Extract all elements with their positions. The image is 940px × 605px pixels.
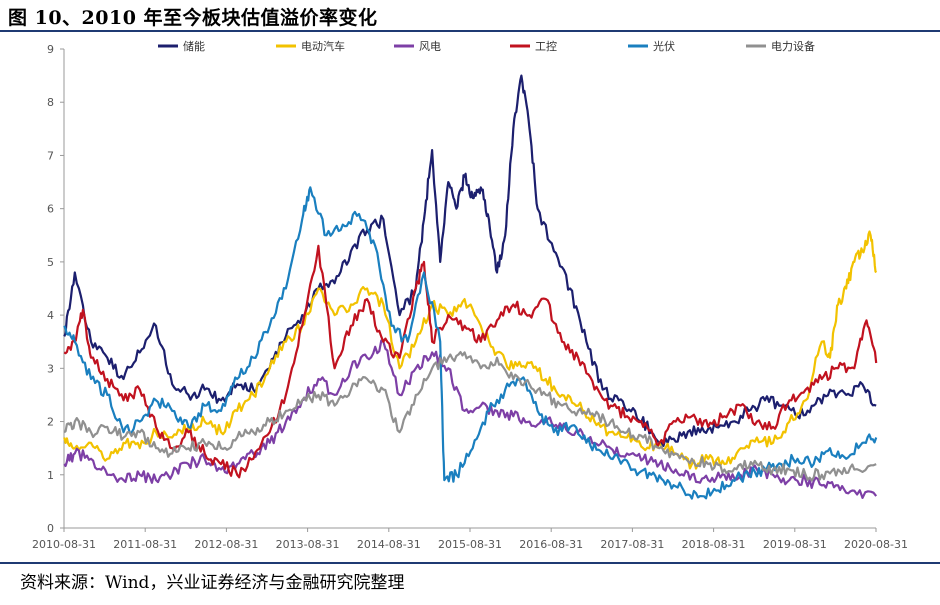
x-tick-label: 2018-08-31 [682, 538, 746, 551]
y-tick-label: 3 [47, 362, 54, 375]
y-tick-label: 8 [47, 96, 54, 109]
y-tick-label: 0 [47, 522, 54, 535]
y-tick-label: 5 [47, 256, 54, 269]
y-tick-label: 2 [47, 416, 54, 429]
figure-title: 图 10、2010 年至今板块估值溢价率变化 [8, 7, 378, 29]
y-tick-label: 4 [47, 309, 54, 322]
y-tick-label: 7 [47, 149, 54, 162]
chart-axes: 0 1 2 3 4 5 6 7 8 9 2010-08-31 2011-08-31 2012-08-31… [32, 43, 908, 551]
legend-label-3: 工控 [535, 39, 557, 53]
legend-label-5: 电力设备 [771, 39, 815, 53]
x-tick-label: 2015-08-31 [438, 538, 502, 551]
chart-legend: 储能 电动汽车 风电 工控 光伏 电力设备 [158, 39, 815, 53]
x-tick-label: 2013-08-31 [276, 538, 340, 551]
series-line-4 [63, 186, 878, 500]
x-tick-label: 2020-08-31 [844, 538, 908, 551]
legend-label-0: 储能 [183, 39, 205, 53]
source-note: 资料来源：Wind，兴业证券经济与金融研究院整理 [20, 573, 405, 593]
x-tick-label: 2011-08-31 [113, 538, 177, 551]
legend-label-1: 电动汽车 [301, 39, 345, 53]
legend-label-4: 光伏 [653, 39, 675, 53]
y-tick-label: 1 [47, 469, 54, 482]
x-tick-label: 2017-08-31 [600, 538, 664, 551]
x-tick-label: 2016-08-31 [519, 538, 583, 551]
x-tick-label: 2010-08-31 [32, 538, 96, 551]
chart-series [63, 74, 878, 500]
bottom-rule [0, 562, 940, 564]
series-line-0 [63, 74, 877, 447]
y-tick-label: 9 [47, 43, 54, 56]
legend-label-2: 风电 [419, 40, 441, 53]
x-tick-label: 2014-08-31 [357, 538, 421, 551]
chart: 0 1 2 3 4 5 6 7 8 9 2010-08-31 2011-08-31 2012-08-31… [32, 39, 908, 551]
x-tick-label: 2012-08-31 [194, 538, 258, 551]
series-line-1 [63, 230, 878, 470]
series-line-5 [63, 351, 877, 482]
series-line-3 [63, 244, 878, 479]
x-tick-label: 2019-08-31 [763, 538, 827, 551]
y-tick-label: 6 [47, 203, 54, 216]
top-rule [0, 30, 940, 32]
